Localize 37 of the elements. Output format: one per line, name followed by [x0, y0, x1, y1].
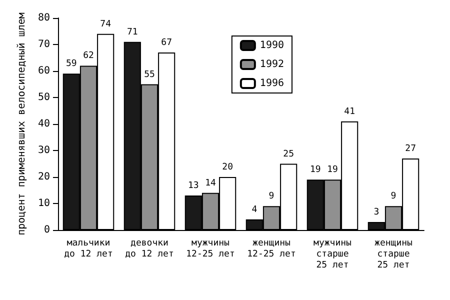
y-tick-label: 20 — [38, 172, 50, 182]
data-label: 14 — [205, 178, 216, 188]
x-tick-label: мальчики до 12 лет — [64, 238, 113, 260]
y-tick-label: 50 — [38, 92, 50, 103]
legend-label: 1990 — [260, 40, 284, 51]
x-tick-label: женщины 12-25 лет — [247, 238, 296, 260]
y-tick-label: 30 — [38, 145, 50, 156]
data-label: 3 — [374, 208, 380, 218]
y-tick-label: 0 — [44, 224, 50, 236]
data-label: 20 — [222, 162, 233, 172]
data-label: 13 — [188, 181, 199, 192]
data-label: 25 — [283, 149, 294, 160]
data-label: 19 — [327, 165, 338, 176]
data-label: 19 — [310, 165, 321, 176]
data-label: 59 — [66, 59, 77, 70]
legend-label: 1996 — [260, 78, 284, 89]
y-axis-title: процент применявших велосипедный шлем — [16, 12, 28, 236]
data-label: 62 — [83, 51, 94, 62]
y-tick-label: 80 — [38, 12, 50, 24]
y-tick-label: 10 — [38, 198, 50, 209]
data-label: 67 — [161, 38, 172, 48]
data-label: 55 — [144, 70, 155, 80]
data-label: 41 — [344, 106, 355, 117]
data-label: 74 — [100, 19, 111, 30]
y-tick-label: 60 — [38, 66, 50, 76]
y-tick-label: 40 — [38, 118, 50, 130]
legend-label: 1992 — [260, 59, 284, 70]
data-label: 27 — [405, 144, 416, 154]
data-label: 4 — [252, 204, 258, 215]
data-label: 9 — [268, 192, 274, 202]
x-tick-label: женщины старше 25 лет — [374, 238, 412, 270]
x-tick-label: мужчины старше 25 лет — [314, 238, 352, 270]
x-tick-label: девочки до 12 лет — [125, 238, 174, 260]
data-label: 71 — [127, 27, 138, 38]
y-tick-label: 70 — [38, 39, 50, 50]
x-tick-label: мужчины 12-25 лет — [186, 238, 235, 260]
data-label: 9 — [390, 192, 396, 202]
